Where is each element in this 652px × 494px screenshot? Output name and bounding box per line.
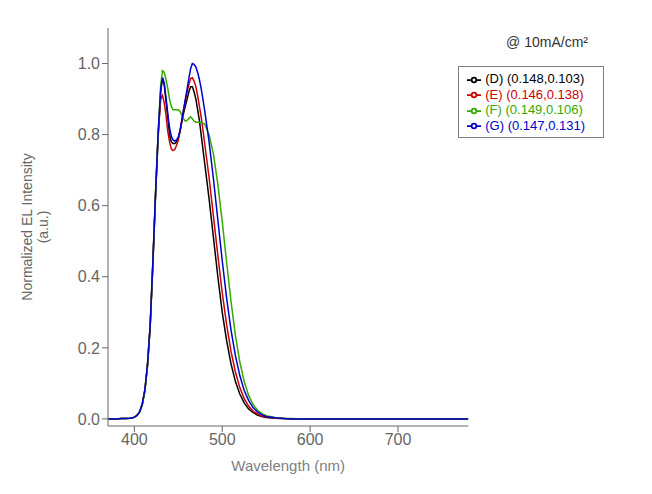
html-text:(E) (0.146,0.138): (E) (0.146,0.138) [485, 86, 584, 102]
svg-text:0.4: 0.4 [78, 268, 100, 285]
svg-text:600: 600 [297, 431, 324, 448]
svg-text:0.6: 0.6 [78, 197, 100, 214]
svg-text:700: 700 [385, 431, 412, 448]
svg-text:0.2: 0.2 [78, 340, 100, 357]
svg-text:400: 400 [121, 431, 148, 448]
svg-text:1.0: 1.0 [78, 55, 100, 72]
svg-text:Normalized EL Intensity(a.u.): Normalized EL Intensity(a.u.) [19, 153, 51, 300]
html-text:(D) (0.148,0.103): (D) (0.148,0.103) [485, 71, 585, 86]
svg-text:500: 500 [209, 431, 236, 448]
html-text:(G) (0.147,0.131): (G) (0.147,0.131) [485, 117, 585, 133]
svg-text:0.8: 0.8 [78, 126, 100, 143]
svg-text:Wavelength (nm): Wavelength (nm) [231, 457, 345, 474]
html-text:(F) (0.149,0.106): (F) (0.149,0.106) [485, 102, 583, 118]
html-text:@ 10mA/cm²: @ 10mA/cm² [506, 34, 588, 50]
svg-text:0.0: 0.0 [78, 411, 100, 428]
